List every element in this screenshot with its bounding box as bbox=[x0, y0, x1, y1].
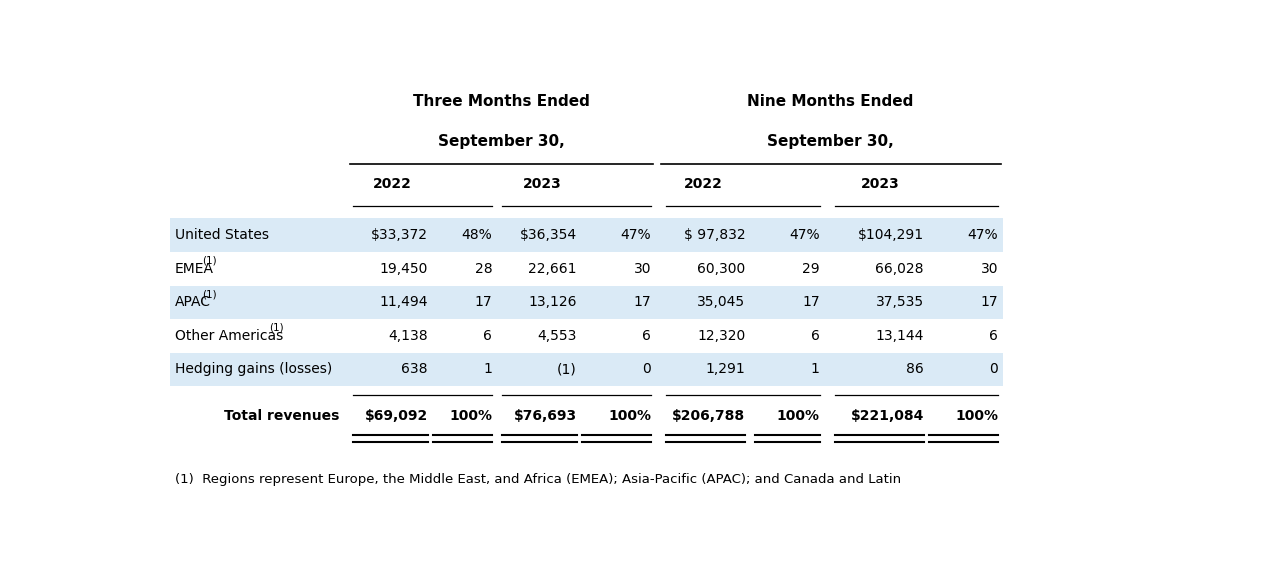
Text: 35,045: 35,045 bbox=[698, 295, 745, 309]
Text: 17: 17 bbox=[803, 295, 819, 309]
Text: 29: 29 bbox=[803, 262, 819, 276]
Text: $221,084: $221,084 bbox=[850, 410, 924, 424]
Text: 1,291: 1,291 bbox=[705, 363, 745, 376]
Text: 1: 1 bbox=[484, 363, 493, 376]
Text: Hedging gains (losses): Hedging gains (losses) bbox=[175, 363, 332, 376]
Text: 22,661: 22,661 bbox=[529, 262, 576, 276]
Text: 1: 1 bbox=[810, 363, 819, 376]
Text: 4,138: 4,138 bbox=[388, 329, 428, 343]
Text: (1): (1) bbox=[202, 256, 216, 266]
Text: Total revenues: Total revenues bbox=[224, 410, 340, 424]
Text: 100%: 100% bbox=[449, 410, 493, 424]
Text: 47%: 47% bbox=[621, 228, 652, 242]
Text: 0: 0 bbox=[643, 363, 652, 376]
Text: 30: 30 bbox=[634, 262, 652, 276]
Text: 66,028: 66,028 bbox=[876, 262, 924, 276]
Text: $33,372: $33,372 bbox=[371, 228, 428, 242]
Text: 86: 86 bbox=[906, 363, 924, 376]
Text: Nine Months Ended: Nine Months Ended bbox=[748, 94, 914, 109]
Text: 19,450: 19,450 bbox=[379, 262, 428, 276]
Text: 37,535: 37,535 bbox=[876, 295, 924, 309]
Text: (1)  Regions represent Europe, the Middle East, and Africa (EMEA); Asia-Pacific : (1) Regions represent Europe, the Middle… bbox=[175, 472, 901, 486]
Text: (1): (1) bbox=[269, 323, 284, 333]
Text: 0: 0 bbox=[989, 363, 998, 376]
Text: September 30,: September 30, bbox=[438, 134, 564, 149]
Text: 638: 638 bbox=[402, 363, 428, 376]
Text: 100%: 100% bbox=[608, 410, 652, 424]
Text: 2023: 2023 bbox=[522, 177, 562, 191]
Text: 6: 6 bbox=[810, 329, 819, 343]
Text: 6: 6 bbox=[643, 329, 652, 343]
Text: 4,553: 4,553 bbox=[538, 329, 576, 343]
Text: 28: 28 bbox=[475, 262, 493, 276]
Text: 60,300: 60,300 bbox=[698, 262, 745, 276]
Text: 13,126: 13,126 bbox=[529, 295, 576, 309]
Text: $ 97,832: $ 97,832 bbox=[684, 228, 745, 242]
Text: 100%: 100% bbox=[777, 410, 819, 424]
Text: September 30,: September 30, bbox=[767, 134, 893, 149]
Text: 30: 30 bbox=[980, 262, 998, 276]
Text: $104,291: $104,291 bbox=[858, 228, 924, 242]
Text: EMEA: EMEA bbox=[175, 262, 214, 276]
Text: 2023: 2023 bbox=[861, 177, 900, 191]
Text: APAC: APAC bbox=[175, 295, 211, 309]
Text: 17: 17 bbox=[634, 295, 652, 309]
Text: 100%: 100% bbox=[955, 410, 998, 424]
Text: United States: United States bbox=[175, 228, 269, 242]
Text: $206,788: $206,788 bbox=[672, 410, 745, 424]
Text: $76,693: $76,693 bbox=[513, 410, 576, 424]
Text: $36,354: $36,354 bbox=[520, 228, 576, 242]
Text: 6: 6 bbox=[484, 329, 493, 343]
Text: 6: 6 bbox=[989, 329, 998, 343]
Text: Other Americas: Other Americas bbox=[175, 329, 283, 343]
Text: 47%: 47% bbox=[788, 228, 819, 242]
Text: 2022: 2022 bbox=[372, 177, 412, 191]
Text: 17: 17 bbox=[475, 295, 493, 309]
Text: 13,144: 13,144 bbox=[876, 329, 924, 343]
Bar bbox=[170, 218, 1004, 252]
Bar bbox=[170, 353, 1004, 386]
Text: 2022: 2022 bbox=[685, 177, 723, 191]
Text: $69,092: $69,092 bbox=[365, 410, 428, 424]
Text: 12,320: 12,320 bbox=[698, 329, 745, 343]
Text: (1): (1) bbox=[557, 363, 576, 376]
Text: Three Months Ended: Three Months Ended bbox=[413, 94, 590, 109]
Text: 17: 17 bbox=[980, 295, 998, 309]
Text: (1): (1) bbox=[202, 289, 216, 299]
Text: 11,494: 11,494 bbox=[379, 295, 428, 309]
Text: 47%: 47% bbox=[968, 228, 998, 242]
Text: 48%: 48% bbox=[462, 228, 493, 242]
Bar bbox=[170, 286, 1004, 319]
